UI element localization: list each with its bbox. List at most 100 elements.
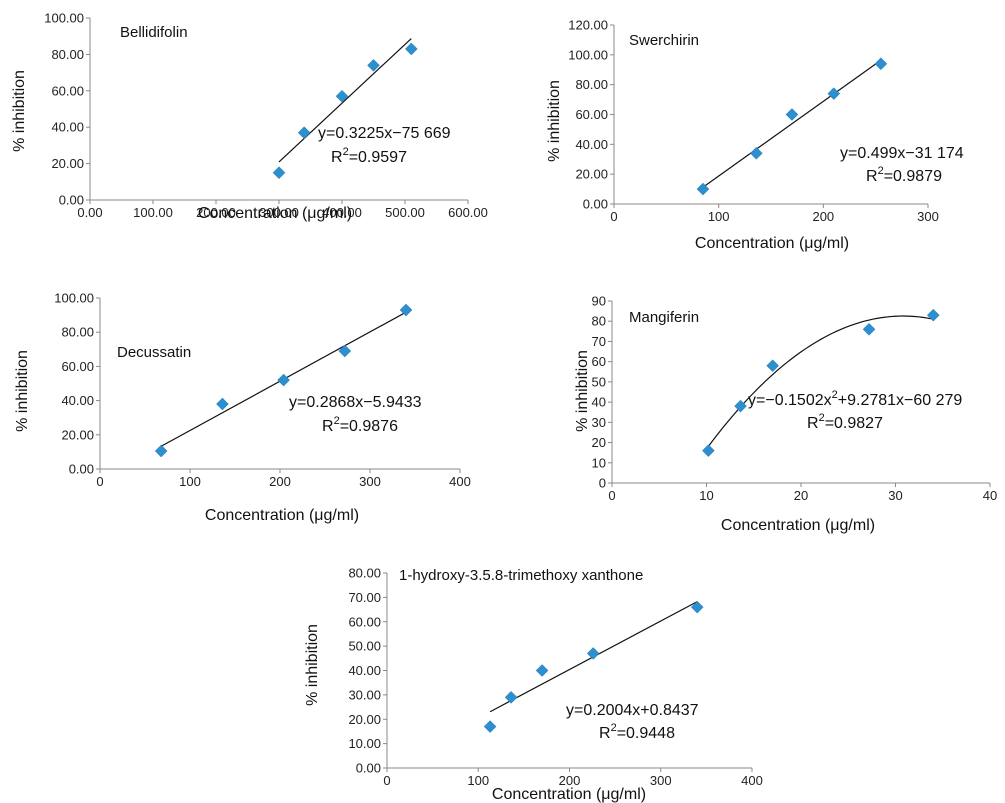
chart-bellidifolin: 0.00 20.00 40.00 60.00 80.00 100.00 0.00 100.00… (11, 11, 488, 223)
x-tick-label: 0 (610, 209, 617, 224)
data-point (535, 664, 549, 677)
data-point (702, 444, 715, 457)
y-tick-label: 0 (599, 476, 606, 491)
data-point (272, 166, 286, 180)
data-point (216, 397, 229, 411)
r2-superscript: 2 (878, 165, 884, 177)
data-point (338, 344, 352, 358)
chart-xanthone: 0.00 10.00 20.00 30.00 40.00 50.00 60.00 70.00 8… (304, 566, 763, 803)
r2-superscript: 2 (611, 722, 617, 734)
data-point (862, 322, 876, 336)
data-point (874, 57, 888, 71)
chart-title: Mangiferin (629, 309, 699, 326)
data-point (483, 720, 497, 733)
fit-equation: y=0.2004x+0.8437 (566, 702, 699, 719)
chart-title: Swerchirin (629, 32, 699, 49)
data-point (277, 373, 290, 387)
x-tick-label: 100 (708, 209, 730, 224)
plot-area: 0.00 20.00 40.00 60.00 80.00 100.00 0 100 200 300… (54, 291, 471, 490)
data-point (827, 87, 841, 100)
plot-area: 0.00 10.00 20.00 30.00 40.00 50.00 60.00 70.00 8… (348, 566, 762, 789)
data-point (696, 182, 710, 196)
data-point (785, 108, 799, 121)
data-point (399, 303, 413, 317)
x-axis-label: Concentration (μg/ml) (492, 786, 646, 803)
r-squared: R2=0.9597 (331, 146, 407, 166)
plot-area: 0.00 20.00 40.00 60.00 80.00 100.00 120.00 0 100… (568, 18, 939, 225)
y-tick-label: 80.00 (51, 47, 84, 62)
x-tick-label: 300.00 (259, 205, 299, 220)
y-tick-label: 20.00 (51, 156, 84, 171)
x-axis-label: Concentration (μg/ml) (695, 235, 849, 252)
x-tick-label: 200 (559, 773, 581, 788)
x-tick-label: 100 (467, 773, 489, 788)
data-point (766, 359, 780, 373)
y-axis-label: % inhibition (14, 350, 31, 432)
y-tick-label: 100.00 (568, 47, 608, 62)
r2-label: R (866, 168, 878, 185)
x-tick-label: 300 (650, 773, 672, 788)
x-tick-label: 200 (812, 209, 834, 224)
x-tick-label: 400 (449, 474, 471, 489)
x-tick-label: 200 (269, 474, 291, 489)
x-tick-label: 100 (179, 474, 201, 489)
x-axis-label: Concentration (μg/ml) (198, 205, 352, 222)
data-point (367, 58, 380, 72)
y-tick-label: 50 (592, 374, 606, 389)
r2-label: R (807, 415, 819, 432)
x-tick-label: 0.00 (77, 205, 102, 220)
r-squared: R2=0.9876 (322, 415, 398, 435)
y-axis-label: % inhibition (304, 624, 321, 706)
y-tick-label: 40.00 (575, 137, 608, 152)
chart-decussatin: 0.00 20.00 40.00 60.00 80.00 100.00 0 100 200 300… (14, 291, 471, 525)
y-tick-label: 40 (592, 395, 606, 410)
y-tick-label: 40.00 (61, 393, 94, 408)
y-tick-label: 70 (592, 334, 606, 349)
x-tick-label: 0 (96, 474, 103, 489)
x-tick-label: 40 (983, 488, 997, 503)
data-point (504, 690, 518, 704)
data-point (926, 308, 940, 322)
y-tick-label: 80 (592, 314, 606, 329)
r2-superscript: 2 (343, 146, 349, 158)
y-tick-label: 60.00 (51, 83, 84, 98)
y-tick-label: 0.00 (356, 761, 381, 776)
eq-part-1: y=−0.1502x (748, 392, 832, 409)
trend-line (707, 315, 934, 447)
y-axis-label: % inhibition (546, 80, 563, 162)
y-tick-label: 20 (592, 435, 606, 450)
y-tick-label: 60 (592, 354, 606, 369)
y-axis-label: % inhibition (11, 70, 28, 152)
y-tick-label: 70.00 (348, 590, 381, 605)
y-axis-label: % inhibition (574, 350, 591, 432)
r-squared: R2=0.9879 (866, 165, 942, 185)
y-tick-label: 50.00 (348, 639, 381, 654)
trend-line (702, 59, 882, 188)
r2-label: R (599, 725, 611, 742)
data-point (734, 399, 747, 413)
x-tick-label: 200.00 (196, 205, 236, 220)
y-tick-label: 10.00 (348, 736, 381, 751)
eq-superscript: 2 (832, 389, 838, 401)
eq-part-2: +9.2781x−60 279 (838, 392, 963, 409)
y-tick-label: 80.00 (348, 566, 381, 581)
y-tick-label: 40.00 (51, 120, 84, 135)
data-point (335, 89, 349, 103)
x-tick-label: 500.00 (385, 205, 425, 220)
r2-value: =0.9879 (884, 168, 942, 185)
y-tick-label: 30 (592, 415, 606, 430)
plot-area: 0 10 20 30 40 50 60 70 80 90 0 10 20 30 40 (592, 294, 998, 504)
x-tick-label: 0 (608, 488, 615, 503)
r-squared: R2=0.9827 (807, 412, 883, 432)
data-point (297, 126, 311, 140)
data-point (690, 600, 704, 614)
fit-equation: y=0.499x−31 174 (840, 145, 964, 162)
x-tick-label: 300 (917, 209, 939, 224)
fit-equation: y=−0.1502x2+9.2781x−60 279 (748, 389, 962, 409)
r2-label: R (331, 149, 343, 166)
y-tick-label: 90 (592, 294, 606, 309)
x-tick-label: 30 (888, 488, 902, 503)
y-tick-label: 100.00 (54, 291, 94, 306)
data-point (749, 146, 763, 160)
